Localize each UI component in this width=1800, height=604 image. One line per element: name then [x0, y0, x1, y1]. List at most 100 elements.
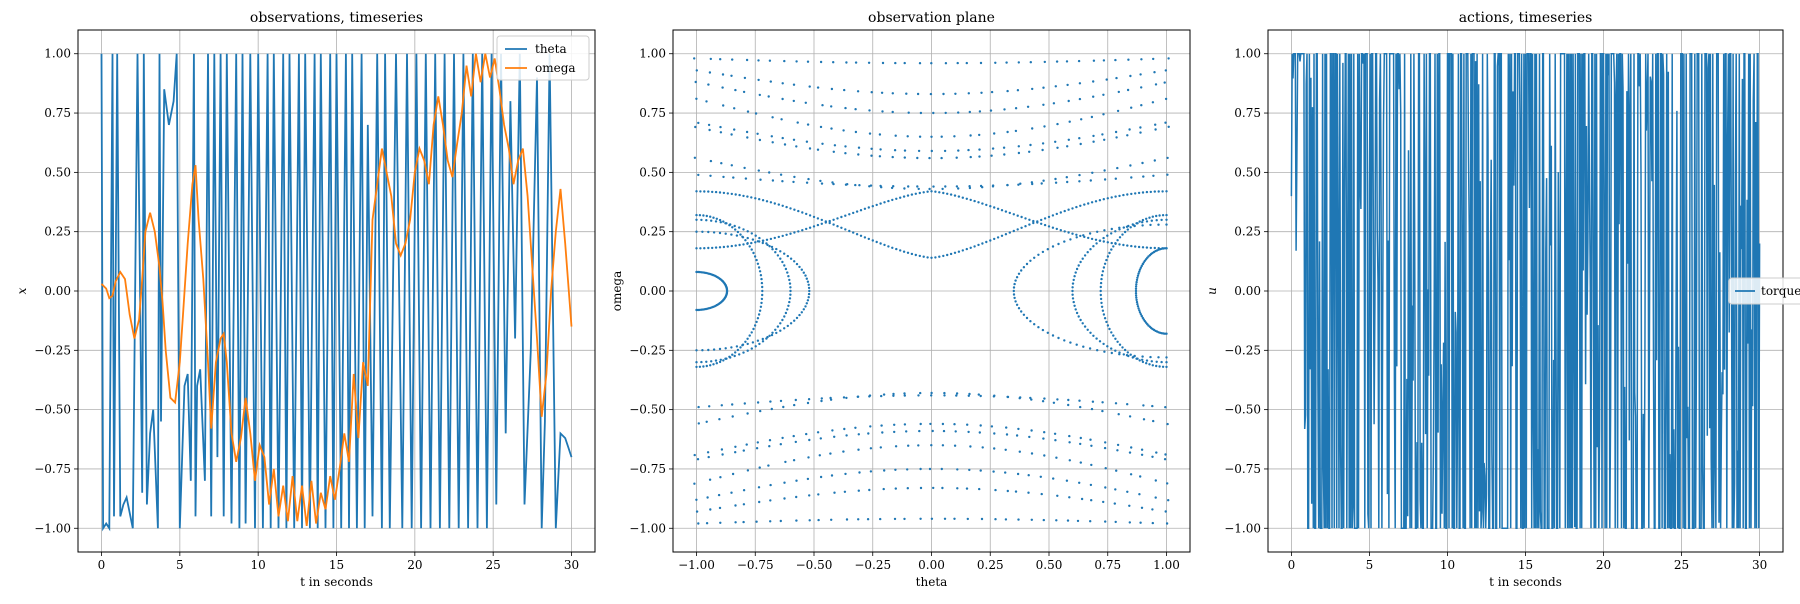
scatter-point	[1134, 294, 1138, 297]
scatter-point	[1030, 452, 1034, 455]
scatter-point	[994, 61, 997, 64]
scatter-point	[905, 92, 908, 95]
scatter-point	[808, 438, 811, 442]
scatter-point	[1099, 289, 1102, 293]
y-tick-label: 1.00	[1234, 47, 1261, 61]
scatter-point	[1110, 241, 1113, 245]
scatter-point	[701, 349, 704, 352]
y-tick-label: −0.75	[34, 462, 71, 476]
scatter-point	[718, 246, 722, 249]
scatter-point	[1017, 183, 1020, 186]
scatter-point	[991, 147, 995, 150]
actions-ylabel: u	[1205, 287, 1219, 295]
x-tick-label: 20	[407, 558, 422, 572]
scatter-point	[1116, 239, 1119, 242]
scatter-point	[730, 244, 733, 248]
scatter-point	[722, 220, 725, 223]
scatter-point	[1103, 350, 1106, 353]
scatter-point	[1136, 222, 1139, 225]
scatter-point	[734, 521, 737, 524]
scatter-point	[1140, 506, 1144, 509]
scatter-point	[1089, 438, 1092, 441]
scatter-point	[1067, 403, 1070, 407]
scatter-point	[1099, 297, 1103, 301]
scatter-point	[919, 111, 923, 115]
y-tick-label: 1.00	[44, 47, 71, 61]
scatter-point	[979, 424, 982, 427]
scatter-point	[767, 464, 770, 467]
scatter-point	[738, 193, 741, 197]
scatter-point	[1043, 397, 1046, 400]
scatter-point	[857, 433, 860, 436]
scatter-point	[707, 190, 710, 193]
scatter-point	[756, 441, 759, 444]
scatter-point	[743, 76, 747, 80]
scatter-point	[1017, 61, 1020, 64]
scatter-point	[736, 230, 740, 234]
scatter-point	[858, 184, 861, 187]
scatter-point	[1126, 351, 1130, 354]
scatter-point	[1030, 429, 1033, 432]
scatter-point	[1063, 230, 1066, 233]
scatter-point	[807, 456, 810, 459]
scatter-point	[1110, 227, 1114, 231]
scatter-point	[955, 392, 959, 395]
scatter-point	[1102, 93, 1105, 97]
scatter-point	[1051, 226, 1055, 229]
scatter-point	[1055, 227, 1059, 231]
scatter-point	[940, 467, 943, 471]
scatter-point	[1032, 221, 1035, 225]
scatter-point	[797, 230, 800, 233]
scatter-point	[1139, 73, 1142, 76]
scatter-point	[708, 405, 711, 408]
y-tick-label: 0.25	[1234, 225, 1261, 239]
scatter-point	[729, 223, 732, 226]
scatter-point	[785, 205, 788, 209]
scatter-point	[981, 446, 984, 449]
scatter-point	[882, 393, 886, 396]
scatter-point	[965, 487, 969, 490]
scatter-point	[1145, 190, 1149, 194]
scatter-point	[714, 220, 718, 223]
scatter-point	[1115, 469, 1118, 472]
scatter-point	[758, 270, 762, 273]
scatter-point	[1043, 125, 1046, 128]
scatter-point	[1125, 225, 1129, 228]
scatter-point	[705, 214, 708, 218]
scatter-point	[1090, 115, 1094, 119]
scatter-point	[1066, 83, 1069, 87]
scatter-point	[1141, 316, 1145, 320]
scatter-point	[903, 156, 906, 159]
scatter-point	[1134, 245, 1137, 248]
scatter-point	[755, 447, 759, 450]
scatter-point	[783, 481, 786, 484]
scatter-point	[787, 304, 790, 307]
scatter-point	[830, 474, 834, 477]
scatter-point	[903, 517, 906, 521]
scatter-point	[973, 199, 976, 203]
scatter-point	[1101, 401, 1104, 404]
scatter-point	[968, 186, 972, 190]
y-tick-label: 0.50	[639, 165, 666, 179]
scatter-point	[1158, 214, 1161, 217]
scatter-point	[990, 154, 993, 157]
scatter-point	[1042, 179, 1045, 182]
scatter-point	[903, 394, 906, 397]
scatter-point	[742, 449, 745, 452]
scatter-point	[789, 257, 793, 260]
scatter-point	[808, 519, 811, 522]
omega-series-line	[100, 53, 573, 527]
scatter-point	[760, 301, 763, 305]
scatter-point	[990, 425, 994, 428]
scatter-point	[795, 519, 798, 522]
scatter-point	[807, 398, 811, 401]
scatter-point	[1025, 262, 1029, 266]
scatter-point	[819, 125, 823, 129]
scatter-point	[1059, 229, 1063, 232]
x-tick-label: 0.25	[977, 558, 1004, 572]
scatter-point	[918, 135, 922, 138]
scatter-point	[1114, 230, 1117, 233]
scatter-point	[738, 226, 741, 229]
scatter-point	[750, 241, 753, 245]
